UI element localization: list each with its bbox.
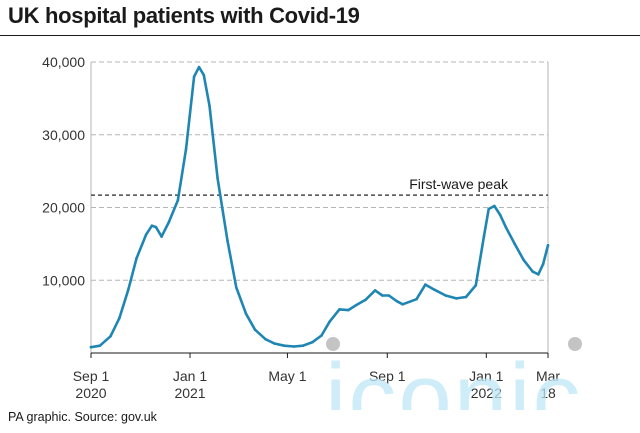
data-point <box>197 65 201 69</box>
data-point <box>347 308 350 312</box>
data-point <box>208 104 211 107</box>
data-point <box>89 345 93 349</box>
reference-line-label: First-wave peak <box>409 176 509 192</box>
data-point <box>202 73 206 77</box>
data-point <box>301 344 305 348</box>
y-tick-label: 40,000 <box>42 54 85 70</box>
data-point <box>381 294 384 297</box>
data-point <box>444 294 448 297</box>
data-point <box>264 337 267 341</box>
data-point <box>338 308 341 311</box>
x-tick-label: May 1 <box>268 368 306 384</box>
data-point <box>244 312 248 316</box>
watermark-dot <box>326 337 340 351</box>
data-point <box>498 213 502 217</box>
gridlines <box>90 61 549 353</box>
x-tick-label: Jan 1 <box>173 368 207 384</box>
data-point <box>415 297 418 301</box>
data-point <box>311 340 314 344</box>
data-point <box>192 75 196 78</box>
data-point <box>98 344 102 348</box>
series-group <box>89 65 550 349</box>
data-point <box>424 283 427 286</box>
data-point <box>513 242 516 246</box>
x-tick-label-year: 18 <box>540 385 556 401</box>
data-point <box>109 335 112 338</box>
data-point <box>154 225 158 229</box>
x-tick-label-year: 2021 <box>174 385 205 401</box>
reference-line-group: First-wave peak <box>91 176 548 196</box>
data-point <box>127 288 130 292</box>
data-point <box>320 334 323 337</box>
data-point <box>464 295 468 299</box>
data-point <box>235 286 238 289</box>
data-point <box>282 344 286 348</box>
data-point <box>482 235 486 238</box>
data-point <box>355 303 358 307</box>
data-point <box>541 262 545 266</box>
y-tick-label: 10,000 <box>42 272 85 288</box>
data-point <box>373 289 377 292</box>
x-tick-label: Sep 1 <box>73 368 110 384</box>
data-point <box>253 328 257 332</box>
data-point <box>531 270 534 273</box>
x-tick-label-year: 2020 <box>75 385 106 401</box>
y-tick-label: 20,000 <box>42 200 85 216</box>
data-point <box>118 316 121 320</box>
x-tick-label: Mar <box>536 368 560 384</box>
data-point <box>537 273 540 276</box>
data-point <box>216 177 219 180</box>
watermark-text: iconic <box>325 344 582 410</box>
data-point <box>135 257 138 260</box>
data-point <box>273 342 276 345</box>
data-point <box>504 225 508 229</box>
watermark-group: iconic <box>325 337 582 410</box>
line-chart: First-wave peak 10,000 20,000 30,000 40,000… <box>42 54 582 410</box>
y-tick-label: 30,000 <box>42 127 85 143</box>
data-point <box>226 238 229 242</box>
title-rule <box>0 35 640 36</box>
data-point <box>176 198 180 202</box>
data-point <box>401 303 405 306</box>
data-point <box>487 207 491 211</box>
watermark-dot <box>568 337 582 351</box>
data-point <box>292 345 296 348</box>
data-point <box>160 235 163 238</box>
x-tick-label-year: 2022 <box>471 385 502 401</box>
data-point <box>387 294 391 297</box>
chart-title: UK hospital patients with Covid-19 <box>8 3 360 28</box>
data-point <box>364 298 367 302</box>
data-point <box>184 148 188 151</box>
x-tick-label: Sep 1 <box>369 368 406 384</box>
data-point <box>395 300 399 303</box>
data-point <box>474 284 478 287</box>
source-note: PA graphic. Source: gov.uk <box>8 410 157 424</box>
data-point <box>167 220 171 224</box>
data-point <box>522 258 525 262</box>
data-point <box>455 297 458 300</box>
data-point <box>328 320 331 324</box>
x-tick-label: Jan 1 <box>469 368 503 384</box>
data-point <box>144 233 148 236</box>
data-point <box>493 204 496 208</box>
data-point <box>433 288 436 292</box>
data-point <box>546 244 550 247</box>
data-point <box>150 224 154 227</box>
